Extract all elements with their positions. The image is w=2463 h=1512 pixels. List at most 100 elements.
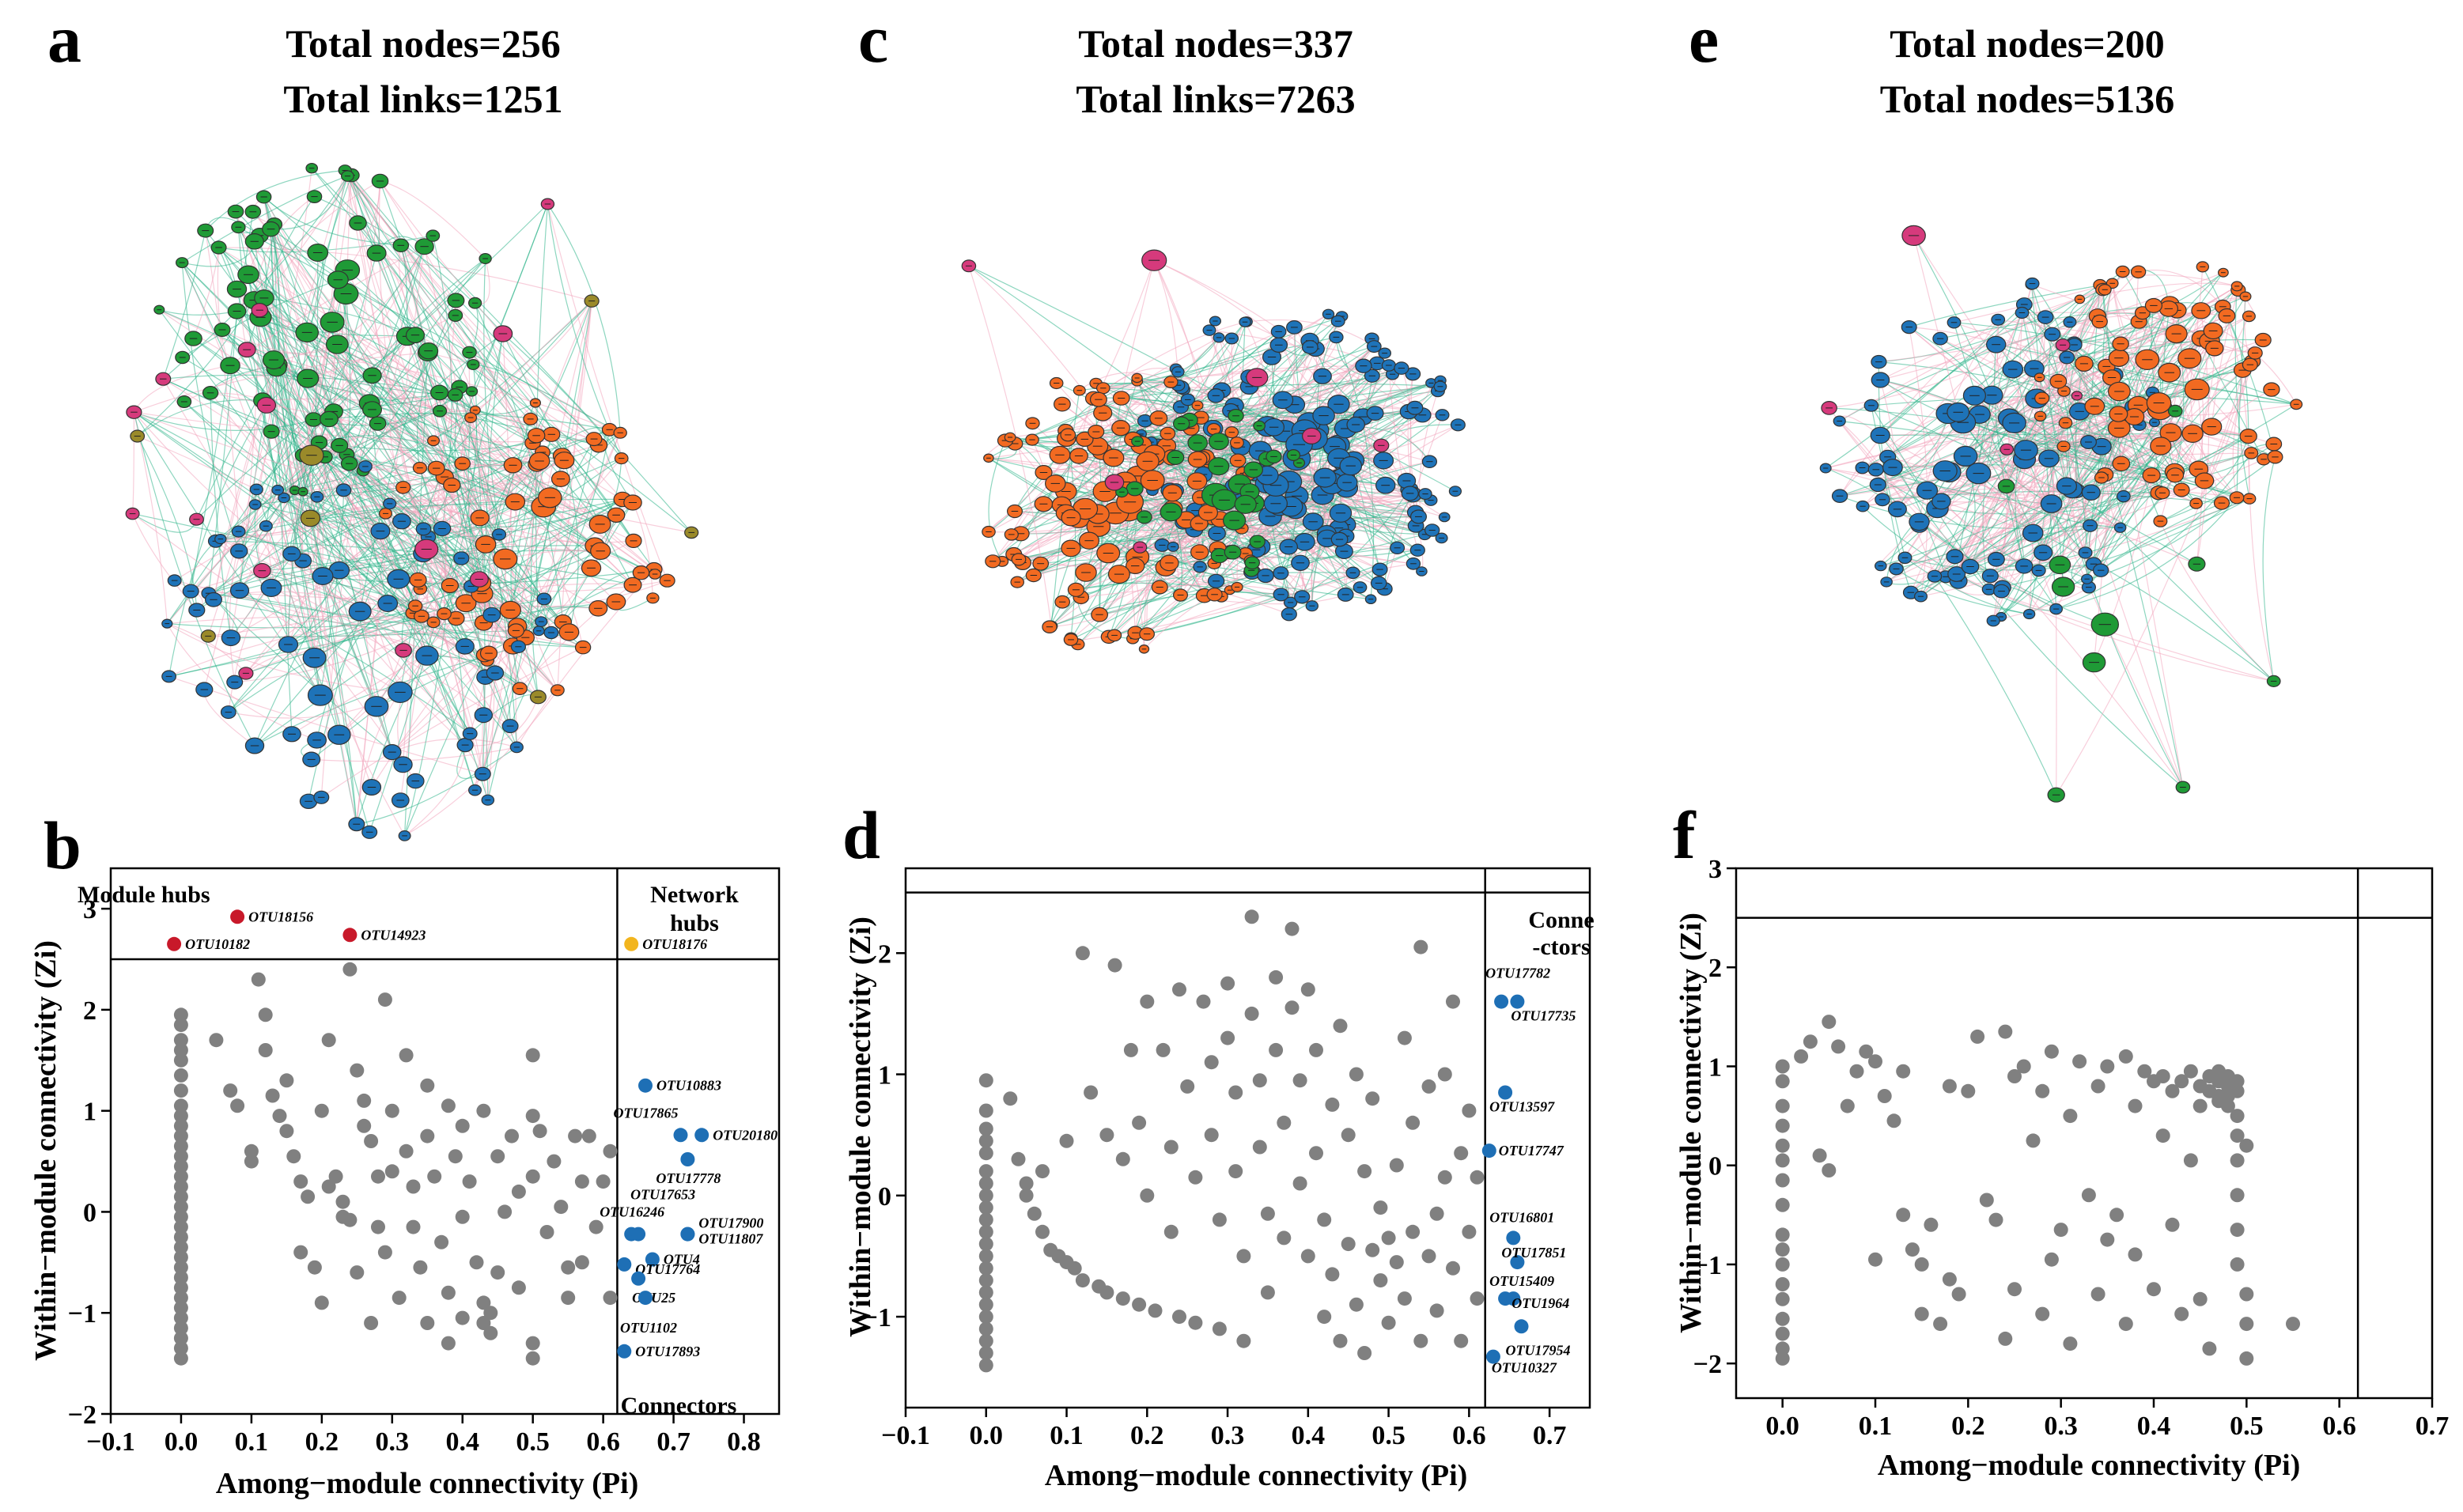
peripheral-point [2239,1351,2254,1366]
otu-label: OTU17865 [614,1105,679,1121]
network-edge [168,613,445,677]
peripheral-point [978,1212,993,1227]
peripheral-point [173,1053,188,1068]
peripheral-point [1905,1242,1920,1257]
otu-label: OTU17653 [630,1187,695,1203]
network-edge [263,196,472,392]
peripheral-point [173,1249,188,1264]
x-tick-label: 0.7 [656,1427,690,1457]
peripheral-point [314,1295,329,1310]
labeled-point [342,928,358,943]
network-edge [245,615,422,674]
peripheral-point [364,1134,379,1148]
peripheral-point [173,1033,188,1048]
network-edge [1829,321,2071,409]
zi-pi-plot-b: Among−module connectivity (Pi) Within−mo… [29,867,781,1500]
network-edge [167,623,247,674]
network-edge [1887,344,1997,458]
network-edge [350,175,441,411]
network-edge [246,349,496,674]
network-graph-c [961,249,1466,654]
peripheral-point [1212,1321,1227,1336]
peripheral-point [230,1098,245,1113]
otu-label: OTU13597 [1489,1099,1555,1115]
peripheral-point [2100,1232,2115,1247]
peripheral-point [441,1336,456,1351]
peripheral-point [2128,1247,2143,1262]
peripheral-point [314,1103,329,1118]
network-edge [134,411,314,431]
peripheral-point [483,1325,498,1340]
peripheral-point [321,1033,336,1048]
network-edge [400,245,493,615]
peripheral-point [173,1109,188,1124]
peripheral-point [2035,1306,2050,1321]
network-edge [2021,312,2184,788]
peripheral-point [413,1260,428,1275]
network-hubs-label-line1: Network [650,882,739,908]
peripheral-point [173,1139,188,1154]
peripheral-point [1236,1333,1251,1348]
peripheral-point [574,1255,589,1270]
network-edge [369,403,564,622]
network-edge [254,241,340,571]
peripheral-point [1115,1151,1130,1166]
y-tick-label: 0 [878,1182,891,1211]
network-edge [346,176,543,453]
x-tick-label: 0.0 [970,1421,1004,1450]
network-edge [2181,316,2249,490]
network-edge [1311,477,1344,607]
network-edge [416,300,456,468]
network-edge [2093,341,2211,565]
network-edge [988,440,1006,562]
peripheral-point [1896,1208,1911,1223]
peripheral-point [173,1351,188,1366]
network-edge [1051,592,1281,627]
peripheral-point [532,1124,547,1139]
peripheral-point [265,1088,280,1103]
peripheral-point [2230,1074,2245,1089]
peripheral-point [1389,1255,1404,1270]
network-edge [485,301,592,678]
network-edge [210,392,232,638]
peripheral-point [978,1224,993,1239]
peripheral-point [173,1270,188,1285]
labeled-point [1510,1255,1525,1270]
peripheral-point [1148,1303,1163,1318]
peripheral-point [1075,946,1090,961]
peripheral-point [384,1164,399,1179]
peripheral-point [978,1176,993,1191]
network-edge [302,560,471,735]
peripheral-point [511,1184,526,1199]
network-edge [271,176,348,230]
x-tick-label: 0.3 [2044,1412,2078,1441]
peripheral-point [1429,1206,1444,1221]
network-edge [343,490,486,545]
peripheral-point [2239,1287,2254,1302]
network-edge [133,412,255,747]
y-tick-label: 2 [83,996,96,1026]
x-tick-label: 0.0 [165,1427,199,1457]
network-edge [311,747,517,762]
network-edge [159,309,248,350]
peripheral-point [1998,1331,2013,1346]
peripheral-point [2183,1064,2198,1079]
peripheral-point [1220,1030,1235,1045]
network-edge [220,490,278,540]
peripheral-point [2220,1098,2235,1113]
peripheral-point [2137,1064,2152,1079]
otu-label: OTU17735 [1511,1008,1576,1024]
peripheral-point [1019,1188,1034,1203]
network-edge [190,442,320,592]
peripheral-point [490,1149,505,1164]
network-edge [2022,312,2143,314]
peripheral-point [1059,1133,1074,1148]
network-edge [379,180,550,498]
peripheral-point [1812,1148,1827,1163]
peripheral-point [490,1265,505,1280]
peripheral-point [441,1098,456,1113]
x-axis-label: Among−module connectivity (Pi) [1878,1449,2301,1482]
network-edge [162,378,377,707]
peripheral-point [2044,1252,2059,1267]
peripheral-point [1140,994,1155,1009]
